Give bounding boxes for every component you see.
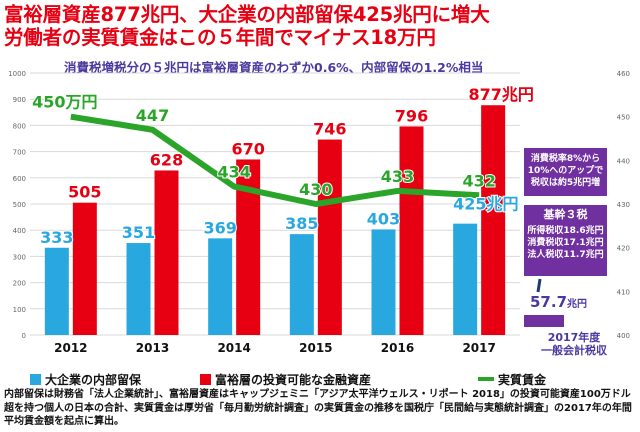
legend-item-wage: 実質賃金 xyxy=(478,371,546,387)
note1-line: 消費税率8%から xyxy=(530,154,601,164)
bar-label-retained: 369 xyxy=(203,218,236,237)
left-axis-tick: 1000 xyxy=(8,70,26,78)
right-axis-tick: 410 xyxy=(617,288,630,296)
left-axis-tick: 300 xyxy=(13,253,26,261)
tax-revenue-bar xyxy=(524,315,564,327)
x-axis-label: 2012 xyxy=(54,341,87,355)
x-axis-label: 2015 xyxy=(299,341,332,355)
note1-line: 10%へのアップで xyxy=(527,166,604,176)
headline-line-1: 富裕層資産877兆円、大企業の内部留保425兆円に増大 xyxy=(4,3,490,26)
tax-revenue-unit: 兆円 xyxy=(567,299,588,310)
bar-wealthy-assets xyxy=(72,202,97,335)
x-axis-label: 2013 xyxy=(136,341,169,355)
line-label-wage: 432 xyxy=(462,171,495,190)
legend-swatch-wealth xyxy=(200,373,211,385)
bar-retained-earnings xyxy=(208,238,233,335)
bar-retained-earnings xyxy=(126,243,151,335)
bar-label-retained: 403 xyxy=(367,209,400,228)
wage-line xyxy=(70,113,480,207)
line-label-wage: 433 xyxy=(381,167,414,186)
bar-label-wealth: 796 xyxy=(395,106,428,125)
left-axis-tick: 900 xyxy=(13,96,26,104)
legend-label-retained: 大企業の内部留保 xyxy=(45,372,142,387)
bar-label-retained: 351 xyxy=(122,223,155,242)
left-axis-tick: 600 xyxy=(13,175,26,183)
left-axis-tick: 100 xyxy=(13,306,26,314)
right-axis-tick: 440 xyxy=(617,157,630,165)
left-axis-tick: 200 xyxy=(13,280,26,288)
tax-caption-line: 2017年度 xyxy=(547,331,601,344)
left-axis-tick: 700 xyxy=(13,149,26,157)
core-taxes-note: 基幹３税 所得税収18.6兆円 消費税収17.1兆円 法人税収11.7兆円 xyxy=(524,205,607,276)
tax-connector xyxy=(536,278,542,293)
left-axis-tick: 0 xyxy=(22,332,26,340)
x-axis-label: 2017 xyxy=(462,341,495,355)
bar-retained-earnings xyxy=(44,247,69,335)
bar-retained-earnings xyxy=(371,229,396,335)
source-footnote: 内部留保は財務省「法人企業統計」、富裕層資産はキャップジェミニ「アジア太平洋ウェ… xyxy=(4,389,632,427)
legend-swatch-retained xyxy=(30,373,41,385)
left-axis-tick: 400 xyxy=(13,227,26,235)
consumption-tax-note: 消費税率8%から 10%へのアップで 税収は約5兆円増 xyxy=(524,148,607,196)
x-axis-label: 2016 xyxy=(381,341,414,355)
note1-line: 税収は約5兆円増 xyxy=(530,178,601,188)
left-axis-tick: 800 xyxy=(13,122,26,130)
bar-label-wealth: 746 xyxy=(313,120,346,139)
right-axis-tick: 430 xyxy=(617,201,630,209)
bar-retained-earnings xyxy=(453,223,478,335)
legend-swatch-wage xyxy=(478,377,494,381)
x-axis-label: 2014 xyxy=(217,341,250,355)
bar-label-retained: 385 xyxy=(285,214,318,233)
line-label-wage: 450万円 xyxy=(32,93,97,112)
right-axis-tick: 450 xyxy=(617,114,630,122)
right-axis-tick: 420 xyxy=(617,245,630,253)
core-taxes-title: 基幹３税 xyxy=(543,208,588,221)
bar-label-wealth: 628 xyxy=(150,150,183,169)
bar-wealthy-assets xyxy=(399,126,424,335)
tax-revenue-number: 57.7 xyxy=(530,293,568,311)
bar-label-retained: 333 xyxy=(40,228,73,247)
bar-wealthy-assets xyxy=(481,105,506,335)
bar-wealthy-assets xyxy=(317,139,342,335)
bar-label-wealth: 670 xyxy=(231,139,264,158)
chart-subtitle: 消費税増税分の５兆円は富裕層資産のわずか0.6%、内部留保の1.2%相当 xyxy=(64,60,484,75)
line-label-wage: 434 xyxy=(217,163,250,182)
headline-line-2: 労働者の実質賃金はこの５年間でマイナス18万円 xyxy=(4,26,436,49)
bar-retained-earnings xyxy=(289,234,314,335)
line-label-wage: 430 xyxy=(299,180,332,199)
legend-label-wage: 実質賃金 xyxy=(498,372,547,387)
core-tax-line: 消費税収17.1兆円 xyxy=(527,238,604,248)
bar-label-wealth: 505 xyxy=(68,183,101,202)
bar-label-wealth: 877兆円 xyxy=(468,85,533,104)
line-label-wage: 447 xyxy=(136,106,169,125)
core-tax-line: 所得税収18.6兆円 xyxy=(527,226,604,236)
core-tax-line: 法人税収11.7兆円 xyxy=(527,250,604,260)
tax-revenue-caption: 2017年度 一般会計税収 xyxy=(526,331,622,357)
legend-item-wealth: 富裕層の投資可能な金融資産 xyxy=(200,371,371,387)
right-axis-tick: 460 xyxy=(617,70,630,78)
tax-caption-line: 一般会計税収 xyxy=(541,344,607,357)
legend-item-retained: 大企業の内部留保 xyxy=(30,371,141,387)
bar-label-retained: 425兆円 xyxy=(453,195,518,214)
tax-revenue-value: 57.7兆円 xyxy=(530,293,587,311)
bar-wealthy-assets xyxy=(154,170,179,335)
left-axis-tick: 500 xyxy=(13,201,26,209)
right-axis-tick: 400 xyxy=(617,332,630,340)
legend-label-wealth: 富裕層の投資可能な金融資産 xyxy=(215,372,372,387)
